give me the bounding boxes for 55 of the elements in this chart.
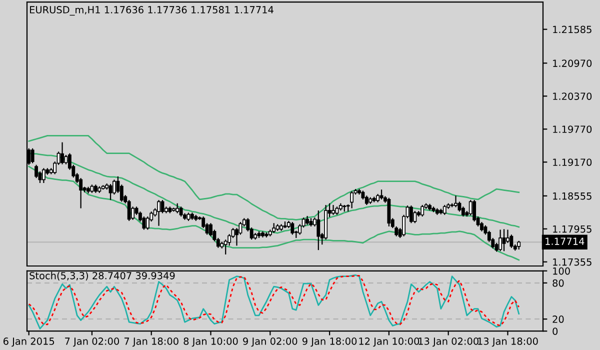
chart-title: EURUSD_m,H1 1.17636 1.17736 1.17581 1.17714 [30, 6, 274, 16]
x-tick-label: 6 Jan 2015 [3, 338, 54, 347]
candlestick [272, 222, 276, 234]
y-tick-label: 1.18555 [553, 192, 592, 200]
candlestick [442, 204, 446, 216]
candlestick [108, 184, 112, 201]
y-tick-label: 1.20970 [553, 60, 592, 67]
candlestick [176, 202, 180, 214]
candlestick [387, 197, 391, 227]
candlestick [498, 229, 502, 252]
candlestick [60, 142, 64, 165]
y-tick-label: 1.17955 [553, 225, 592, 233]
y-tick-label: 80 [552, 279, 564, 287]
candlestick [34, 164, 38, 179]
x-tick-label: 7 Jan 02:00 [65, 338, 120, 347]
candlestick [350, 190, 354, 209]
x-tick-label: 12 Jan 10:00 [359, 338, 420, 347]
chart-title: Stoch(5,3,3) 28.7407 39.9349 [30, 272, 175, 280]
y-tick-label: 20 [552, 316, 564, 323]
x-tick-label: 13 Jan 18:00 [478, 338, 538, 347]
y-tick-label: 1.21585 [553, 26, 592, 34]
candlestick [502, 228, 506, 252]
candlestick [79, 177, 83, 209]
candlestick [332, 204, 335, 216]
candlestick [290, 221, 294, 236]
x-tick-label: 13 Jan 02:00 [418, 338, 478, 347]
candlestick [146, 216, 150, 230]
candlestick [506, 229, 510, 244]
candlestick [413, 210, 417, 224]
candlestick [179, 206, 183, 218]
y-tick-label: 1.19770 [553, 126, 592, 133]
candlestick [380, 189, 384, 200]
candlestick [454, 195, 458, 208]
candlestick [472, 199, 476, 222]
candlestick [157, 199, 161, 226]
candlestick [42, 168, 46, 184]
y-tick-label: 1.20370 [553, 92, 592, 100]
y-tick-label: 100 [553, 267, 570, 275]
x-tick-label: 7 Jan 18:00 [124, 338, 178, 347]
candlestick [409, 204, 413, 224]
y-tick-label: 1.17355 [553, 258, 592, 266]
ref-line-label: 1.17714 [546, 238, 584, 245]
x-tick-label: 9 Jan 18:00 [302, 338, 357, 347]
candlestick [316, 210, 320, 251]
candlestick [127, 199, 131, 222]
x-tick-label: 9 Jan 02:00 [243, 338, 298, 347]
y-tick-label: 1.19170 [553, 158, 592, 166]
candlestick [30, 148, 34, 164]
candlestick [64, 154, 68, 165]
candlestick [468, 199, 472, 216]
candlestick [142, 216, 146, 230]
x-tick-label: 8 Jan 10:00 [184, 338, 238, 347]
y-tick-label: 0 [552, 328, 558, 335]
candlestick [420, 204, 424, 218]
line-series [28, 166, 520, 261]
